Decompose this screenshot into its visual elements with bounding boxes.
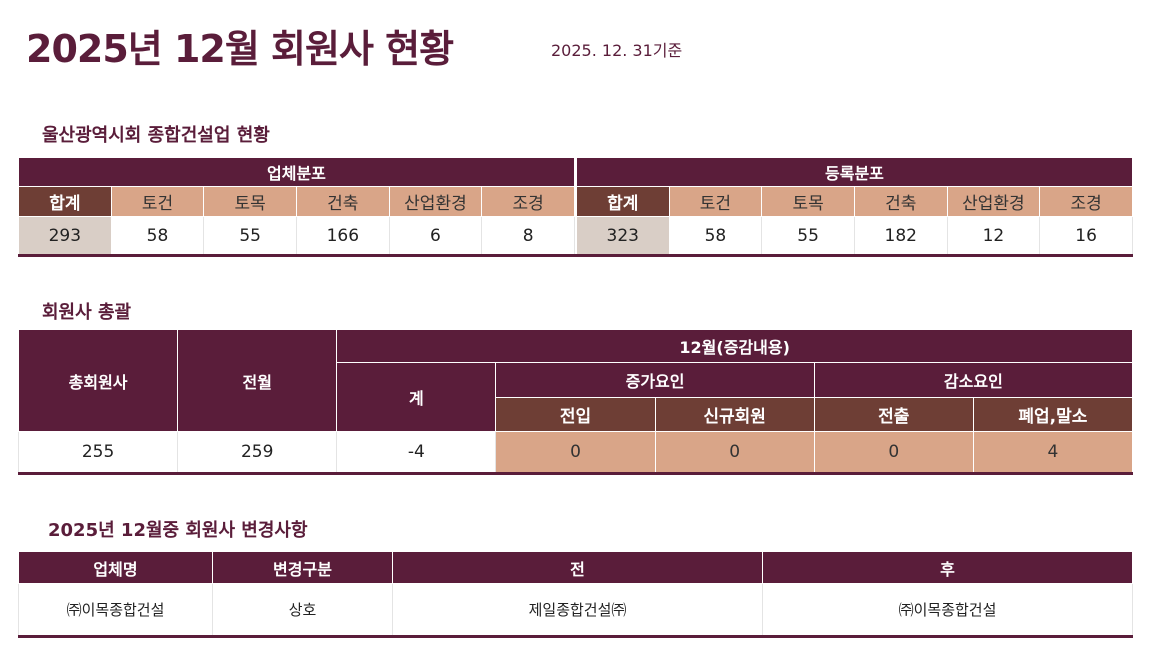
header-increase: 증가요인 [495, 362, 815, 398]
sub-header: 폐업,말소 [972, 397, 1134, 432]
section-title-status: 울산광역시회 종합건설업 현황 [42, 125, 270, 146]
column-header: 산업환경 [388, 186, 483, 217]
header-decrease: 감소요인 [813, 362, 1134, 398]
section-title-changes: 2025년 12월중 회원사 변경사항 [48, 520, 308, 541]
value-cell: 182 [853, 216, 948, 256]
value-cell: -4 [336, 431, 497, 474]
changes-table: 업체명 변경구분 전 후 ㈜이목종합건설 상호 제일종합건설㈜ ㈜이목종합건설 [18, 551, 1133, 638]
value-cell: 255 [17, 431, 179, 474]
header-after: 후 [762, 551, 1133, 584]
column-header: 산업환경 [946, 186, 1041, 217]
company-cell: ㈜이목종합건설 [18, 583, 213, 637]
column-header: 토건 [110, 186, 205, 217]
page-title: 2025년 12월 회원사 현황 [26, 27, 454, 71]
column-header: 토목 [761, 186, 855, 217]
value-cell: 166 [295, 216, 390, 256]
as-of-date: 2025. 12. 31기준 [551, 41, 683, 60]
value-cell: 58 [110, 216, 205, 256]
group-header: 등록분포 [575, 157, 1134, 187]
column-header: 토건 [668, 186, 763, 217]
header-month: 12월(증감내용) [336, 329, 1133, 363]
value-cell: 8 [481, 216, 575, 256]
column-header: 합계 [575, 186, 670, 217]
value-cell: 6 [388, 216, 483, 256]
value-cell: 0 [495, 431, 656, 474]
value-cell: 58 [668, 216, 763, 256]
after-cell: ㈜이목종합건설 [762, 583, 1133, 637]
value-cell: 55 [761, 216, 855, 256]
column-header: 조경 [1039, 186, 1133, 217]
sub-header: 신규회원 [654, 397, 815, 432]
header-total: 총회원사 [17, 329, 179, 432]
header-prev: 전월 [177, 329, 338, 432]
sub-header: 전입 [495, 397, 656, 432]
header-change-type: 변경구분 [212, 551, 393, 584]
value-cell: 293 [18, 216, 112, 256]
group-header: 업체분포 [18, 157, 575, 187]
column-header: 건축 [853, 186, 948, 217]
value-cell: 55 [203, 216, 297, 256]
column-header: 합계 [18, 186, 112, 217]
table-row: ㈜이목종합건설 상호 제일종합건설㈜ ㈜이목종합건설 [18, 583, 1133, 637]
section-title-summary: 회원사 총괄 [42, 302, 132, 323]
value-cell: 0 [813, 431, 974, 474]
header-before: 전 [392, 551, 763, 584]
column-header: 토목 [203, 186, 297, 217]
change-type-cell: 상호 [212, 583, 393, 637]
value-cell: 16 [1039, 216, 1133, 256]
before-cell: 제일종합건설㈜ [392, 583, 763, 637]
summary-table: 총회원사 전월 12월(증감내용) 계 증가요인 감소요인 전입 신규회원 전출… [17, 329, 1134, 475]
column-header: 건축 [295, 186, 390, 217]
column-header: 조경 [481, 186, 575, 217]
sub-header: 전출 [813, 397, 974, 432]
header-company: 업체명 [18, 551, 213, 584]
value-cell: 323 [575, 216, 670, 256]
value-cell: 0 [654, 431, 815, 474]
distribution-table: 업체분포 등록분포 합계 토건 토목 건축 산업환경 조경 합계 토건 토목 건축 산업환경 조경 2… [18, 157, 1134, 257]
value-cell: 259 [177, 431, 338, 474]
value-cell: 4 [972, 431, 1134, 474]
value-cell: 12 [946, 216, 1041, 256]
header-sum: 계 [336, 362, 497, 432]
